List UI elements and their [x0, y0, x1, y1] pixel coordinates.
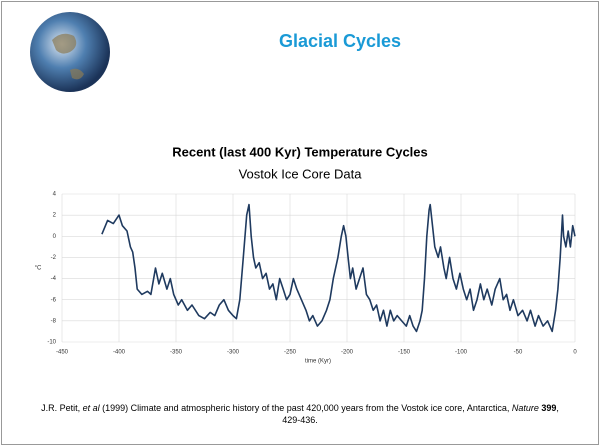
chart-title: Recent (last 400 Kyr) Temperature Cycles [172, 144, 428, 159]
x-tick-label: -300 [227, 350, 240, 356]
y-tick-label: 0 [53, 234, 57, 240]
y-tick-label: -8 [51, 318, 57, 324]
citation-text: et al [83, 403, 100, 413]
temperature-line [102, 205, 575, 332]
x-tick-label: -350 [170, 350, 183, 356]
chart-subtitle: Vostok Ice Core Data [239, 166, 363, 181]
y-axis-label: °C [35, 266, 42, 272]
page: Glacial Cycles Recent (last 400 Kyr) Tem… [0, 0, 600, 446]
y-tick-label: 2 [53, 213, 57, 219]
x-tick-label: -200 [341, 350, 354, 356]
y-tick-label: -4 [51, 276, 57, 282]
citation-journal: Nature [512, 403, 539, 413]
citation-text: J.R. Petit, [41, 403, 80, 413]
y-tick-label: 4 [53, 192, 57, 198]
x-tick-label: -50 [514, 350, 523, 356]
x-tick-label: -100 [455, 350, 468, 356]
x-axis-label: time (Kyr) [305, 359, 331, 365]
y-tick-label: -6 [51, 297, 57, 303]
slide-title: Glacial Cycles [279, 31, 401, 51]
citation-volume: 399 [541, 403, 556, 413]
x-tick-label: -250 [284, 350, 297, 356]
citation-text: (1999) Climate and atmospheric history o… [102, 403, 509, 413]
x-tick-label: -150 [398, 350, 411, 356]
x-tick-label: 0 [573, 350, 577, 356]
y-tick-label: -10 [47, 340, 56, 346]
slide: Glacial Cycles Recent (last 400 Kyr) Tem… [0, 0, 600, 446]
x-tick-label: -450 [56, 350, 69, 356]
x-tick-label: -400 [113, 350, 126, 356]
y-tick-label: -2 [51, 255, 57, 261]
citation: J.R. Petit, et al (1999) Climate and atm… [40, 402, 560, 426]
